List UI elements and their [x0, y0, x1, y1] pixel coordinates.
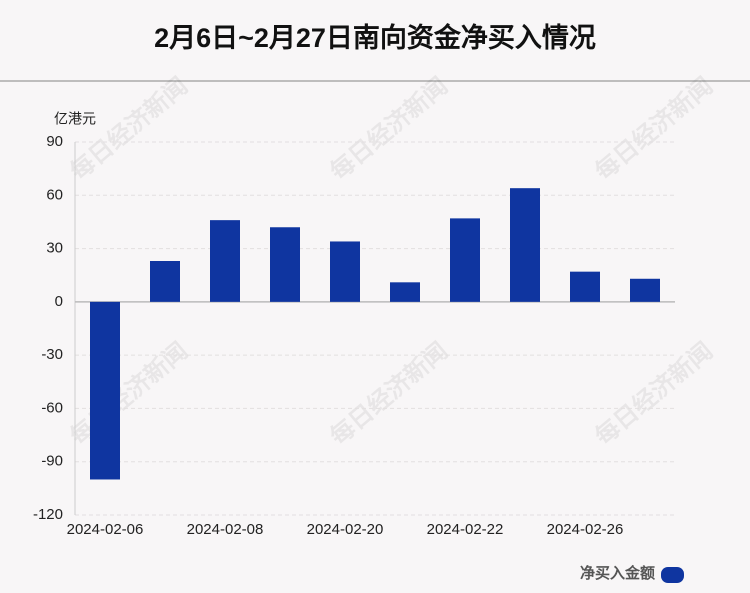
bar	[390, 282, 420, 302]
bar	[450, 218, 480, 302]
y-tick-label: 0	[55, 293, 63, 310]
bar	[510, 188, 540, 302]
y-tick-label: -90	[41, 453, 63, 470]
bar	[270, 227, 300, 302]
x-tick-label: 2024-02-08	[187, 521, 264, 538]
y-tick-label: -120	[33, 506, 63, 523]
bar	[630, 278, 660, 302]
y-tick-label: -60	[41, 399, 63, 416]
bar	[90, 301, 120, 480]
y-tick-label: -30	[41, 346, 63, 363]
legend-swatch	[661, 567, 684, 583]
bar	[570, 271, 600, 302]
chart-title: 2月6日~2月27日南向资金净买入情况	[154, 22, 596, 53]
x-tick-label: 2024-02-22	[427, 521, 504, 538]
y-tick-label: 60	[46, 186, 63, 203]
y-unit: 亿港元	[54, 111, 96, 127]
x-tick-label: 2024-02-20	[307, 521, 384, 538]
bar	[150, 261, 180, 302]
y-tick-label: 30	[46, 240, 63, 257]
y-tick-label: 90	[46, 133, 63, 150]
x-tick-label: 2024-02-06	[67, 521, 144, 538]
bar	[330, 241, 360, 302]
legend-label: 净买入金额	[580, 564, 655, 582]
x-tick-label: 2024-02-26	[547, 521, 624, 538]
bar	[210, 220, 240, 302]
